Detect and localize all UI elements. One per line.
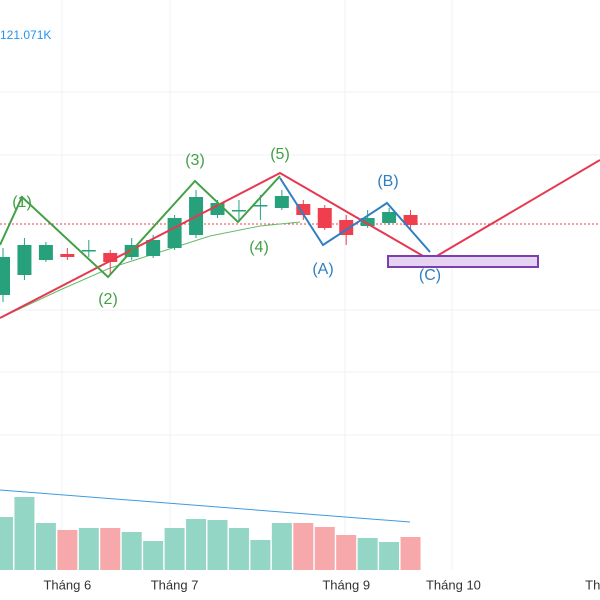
volume-bar	[250, 540, 271, 570]
candle-body	[360, 218, 375, 226]
volume-bar	[336, 535, 357, 570]
volume-bar	[0, 517, 13, 570]
volume-bar	[164, 528, 185, 570]
volume-bar	[100, 528, 121, 570]
wave-label: (4)	[249, 239, 269, 256]
candle-body	[17, 245, 32, 275]
volume-bar	[271, 523, 292, 570]
x-tick-label: Tháng 6	[43, 577, 91, 592]
candle-body	[146, 240, 161, 256]
candle-body	[167, 218, 182, 248]
candle-body	[317, 208, 332, 228]
x-tick-label: Tháng 9	[322, 577, 370, 592]
candle-body	[231, 210, 246, 212]
x-tick-label: Tháng 7	[151, 577, 199, 592]
wave-red	[0, 159, 600, 319]
volume-ma	[0, 489, 411, 523]
volume-bar	[14, 497, 35, 570]
wave-label: (1)	[12, 194, 32, 211]
volume-bar	[314, 527, 335, 570]
volume-bar	[228, 528, 249, 570]
volume-bar	[57, 530, 78, 570]
x-axis: Tháng 6 Tháng 7 Tháng 9 Tháng 10 Tháng	[43, 577, 600, 592]
candle-body	[103, 253, 118, 262]
volume-bar	[143, 541, 164, 570]
candle-body	[81, 250, 96, 252]
grid	[0, 0, 600, 570]
volume	[0, 497, 421, 570]
wave-label: (C)	[419, 267, 441, 284]
x-tick-label: Tháng	[585, 577, 600, 592]
candle-body	[38, 245, 53, 260]
volume-bar	[78, 528, 99, 570]
moving-average	[0, 221, 301, 319]
candle-body	[0, 257, 10, 295]
wave-green	[0, 175, 281, 279]
volume-bar	[35, 523, 56, 570]
volume-bar	[357, 538, 378, 570]
candle-body	[253, 205, 268, 207]
x-tick-label: Tháng 10	[426, 577, 481, 592]
wave-label: (B)	[377, 173, 398, 190]
candle-body	[403, 215, 418, 225]
volume-bar	[207, 520, 228, 570]
target-zone	[387, 255, 539, 268]
candle-body	[274, 196, 289, 208]
volume-bar	[121, 532, 142, 570]
volume-bar	[293, 523, 314, 570]
candle-body	[60, 254, 75, 257]
wave-label: (5)	[270, 146, 290, 163]
volume-label: 121.071K	[0, 28, 51, 42]
wave-label: (3)	[185, 152, 205, 169]
candle-body	[296, 204, 311, 215]
wave-blue	[279, 177, 431, 253]
candle-body	[382, 212, 397, 223]
volume-bar	[400, 537, 421, 570]
volume-bar	[379, 542, 400, 570]
volume-bar	[186, 519, 207, 570]
wave-label: (A)	[312, 261, 333, 278]
wave-label: (2)	[98, 291, 118, 308]
